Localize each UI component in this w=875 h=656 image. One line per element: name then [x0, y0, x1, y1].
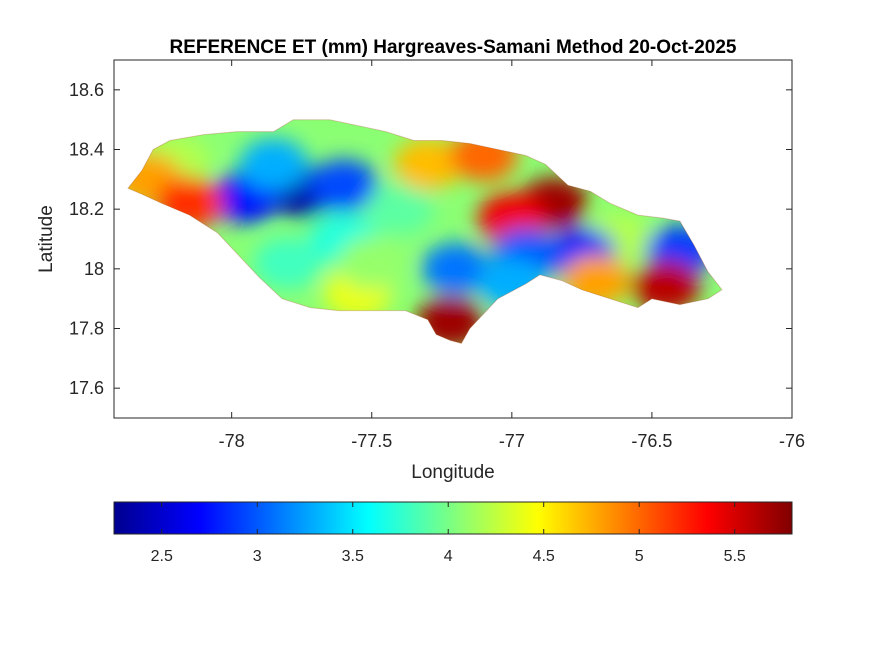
et-zone	[337, 236, 406, 289]
chart-title: REFERENCE ET (mm) Hargreaves-Samani Meth…	[170, 37, 737, 58]
et-zone	[253, 236, 322, 289]
island-outline	[127, 119, 723, 344]
x-tick-label: -76	[779, 431, 805, 451]
y-tick-label: 17.8	[69, 319, 104, 339]
et-zone	[393, 138, 462, 191]
et-zone	[239, 138, 308, 191]
colorbar-tick-label: 4	[444, 548, 453, 565]
colorbar-tick-label: 4.5	[533, 548, 555, 565]
y-tick-label: 18.4	[69, 140, 104, 160]
colorbar	[113, 501, 793, 535]
y-tick-label: 18.2	[69, 199, 104, 219]
et-zone	[421, 242, 490, 295]
x-tick-label: -77.5	[351, 431, 392, 451]
colorbar-tick-label: 2.5	[151, 548, 173, 565]
colorbar-tick-label: 5	[635, 548, 644, 565]
et-zone	[631, 260, 700, 313]
colorbar-tick-label: 3	[253, 548, 262, 565]
et-zone	[309, 159, 378, 212]
y-axis-label: Latitude	[36, 205, 57, 273]
et-zone	[365, 183, 434, 236]
y-axis-ticks: 17.6 17.8 18 18.2 18.4 18.6	[69, 80, 792, 398]
x-tick-label: -76.5	[631, 431, 672, 451]
x-tick-label: -77	[499, 431, 525, 451]
colorbar-tick-label: 5.5	[724, 548, 746, 565]
colorbar-ticks: 2.5 3 3.5 4 4.5 5 5.5	[151, 502, 746, 565]
y-tick-label: 18	[84, 259, 104, 279]
y-tick-label: 17.6	[69, 378, 104, 398]
x-axis-label: Longitude	[411, 462, 494, 483]
y-tick-label: 18.6	[69, 80, 104, 100]
x-axis-ticks: -78 -77.5 -77 -76.5 -76	[219, 60, 805, 451]
x-tick-label: -78	[219, 431, 245, 451]
colorbar-tick-label: 3.5	[342, 548, 364, 565]
